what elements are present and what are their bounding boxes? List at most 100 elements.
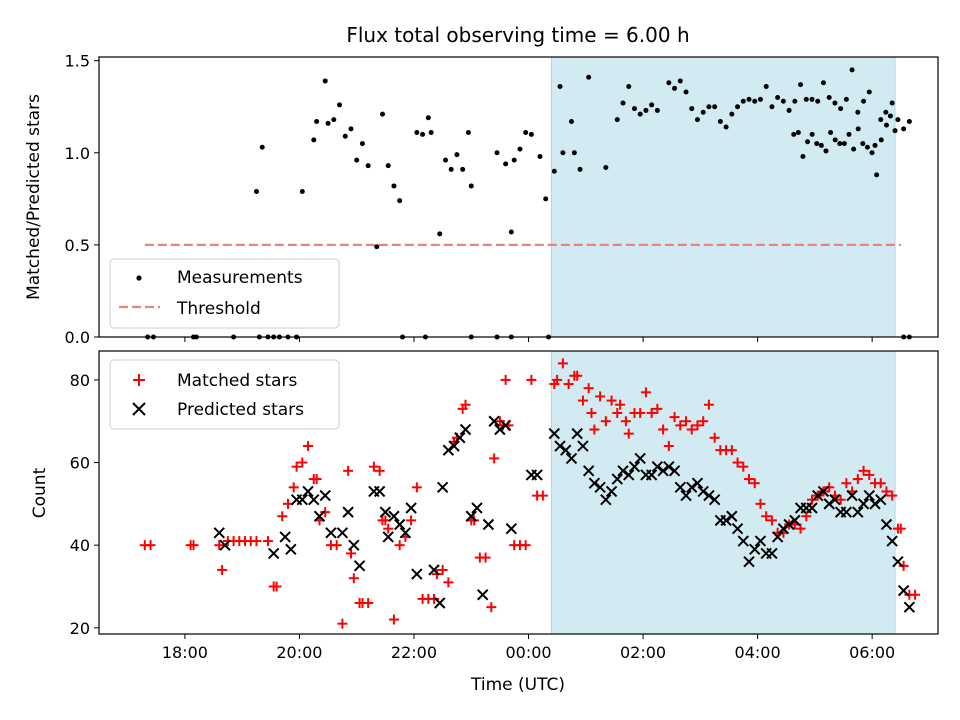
measurement-point [895, 117, 901, 123]
measurement-point [508, 229, 514, 235]
predicted-star-point [771, 531, 784, 543]
legend-measurements-label: Measurements [177, 268, 303, 288]
predicted-star-point [554, 440, 566, 452]
matched-star-point [703, 399, 714, 410]
measurement-point [577, 166, 583, 172]
measurement-point [874, 172, 880, 178]
matched-star-point [663, 441, 674, 452]
measurement-point [872, 142, 878, 148]
predicted-star-point [465, 510, 477, 522]
predicted-star-point [588, 477, 601, 489]
measurement-point [846, 131, 852, 137]
measurement-point [860, 141, 866, 147]
predicted-star-point [388, 510, 400, 522]
measurement-point [311, 137, 317, 143]
measurement-point [861, 98, 867, 104]
matched-star-point [251, 536, 262, 547]
predicted-star-point [829, 494, 841, 506]
measurement-point [643, 107, 649, 113]
matched-star-point [563, 379, 574, 390]
predicted-star-point [668, 465, 681, 477]
predicted-star-point [594, 481, 606, 494]
measurement-point [864, 144, 870, 150]
predicted-star-point [582, 465, 595, 477]
matched-star-point [749, 478, 760, 489]
count-xtick-label: 00:00 [505, 643, 551, 662]
predicted-star-point [823, 498, 835, 510]
measurement-point [717, 118, 723, 124]
count-ytick-label: 20 [70, 619, 90, 638]
matched-star-point [824, 482, 835, 493]
measurement-point [786, 107, 792, 113]
measurement-point [883, 109, 889, 115]
predicted-star-point [393, 518, 406, 531]
measurement-point [494, 150, 500, 156]
count-xtick-label: 04:00 [735, 643, 781, 662]
measurement-point [568, 118, 574, 124]
predicted-star-point [411, 568, 423, 580]
measurement-point [740, 98, 746, 104]
count-xtick-label: 22:00 [391, 643, 437, 662]
predicted-star-point [494, 423, 506, 436]
measurement-point [425, 115, 431, 121]
predicted-star-point [783, 518, 795, 531]
matched-star-point [411, 482, 422, 493]
count-ytick-label: 80 [70, 371, 90, 390]
predicted-star-point [302, 485, 314, 498]
measurement-point [841, 141, 847, 147]
legend-threshold-label: Threshold [176, 299, 261, 319]
predicted-star-point [405, 502, 417, 514]
predicted-star-point [482, 518, 495, 531]
measurement-point [397, 198, 403, 204]
matched-star-point [606, 395, 617, 406]
predicted-star-point [743, 555, 755, 568]
predicted-star-point [737, 535, 749, 547]
matched-star-point [669, 412, 680, 423]
measurement-point [437, 231, 443, 237]
predicted-star-point [213, 527, 225, 539]
measurement-point [342, 133, 348, 139]
predicted-star-point [531, 469, 543, 481]
predicted-star-point [806, 502, 818, 514]
ratio-panel-frame [98, 56, 939, 338]
measurement-point [503, 161, 509, 167]
predicted-star-point [869, 498, 881, 510]
matched-star-point [520, 540, 531, 551]
matched-star-point [595, 391, 606, 402]
predicted-star-point [726, 510, 738, 522]
matched-star-point [388, 614, 399, 625]
measurement-point [815, 98, 821, 104]
figure-title: Flux total observing time = 6.00 h [346, 23, 689, 47]
predicted-star-point [348, 539, 360, 551]
measurement-point [468, 183, 474, 189]
matched-star-point [640, 387, 651, 398]
measurement-point [832, 100, 838, 106]
matched-star-point [489, 453, 500, 464]
matched-star-point [761, 511, 772, 522]
measurement-point [517, 146, 523, 152]
predicted-star-point [617, 465, 629, 477]
matched-star-point [311, 474, 322, 485]
matched-star-point [368, 461, 379, 472]
predicted-star-point [577, 440, 589, 452]
measurement-point [792, 98, 798, 104]
count-xtick-label: 06:00 [849, 643, 895, 662]
measurement-point [683, 89, 689, 95]
measurement-point [314, 118, 320, 124]
measurement-point [791, 131, 797, 137]
measurement-point [348, 126, 354, 132]
measurement-point [838, 106, 844, 112]
measurement-point [460, 166, 466, 172]
predicted-star-point [313, 510, 326, 522]
measurement-point [689, 106, 695, 112]
matched-star-point [698, 416, 709, 427]
measurement-point [420, 131, 426, 137]
matched-star-point [480, 552, 491, 563]
measurement-point [855, 109, 861, 115]
matched-star-point [552, 374, 563, 385]
matched-star-point [766, 515, 777, 526]
measurement-point [746, 96, 752, 102]
measurement-point [354, 157, 360, 163]
matched-star-point [572, 370, 583, 381]
